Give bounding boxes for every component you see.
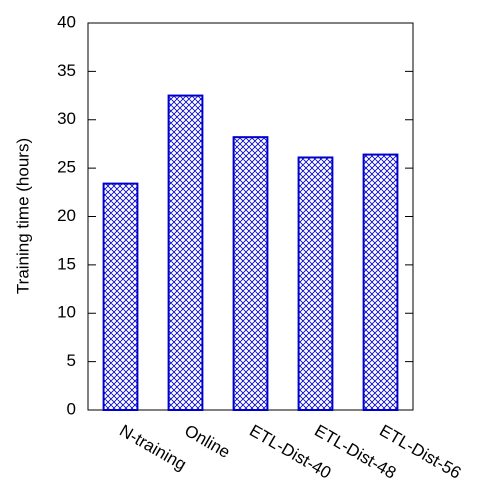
bar — [232, 136, 269, 411]
y-tick-label: 5 — [67, 351, 76, 370]
y-tick-label: 0 — [67, 399, 76, 418]
bar — [297, 156, 334, 411]
y-tick-label: 20 — [57, 206, 76, 225]
y-tick-label: 15 — [57, 254, 76, 273]
x-tick-label: Online — [181, 421, 233, 462]
y-tick-label: 10 — [57, 303, 76, 322]
y-axis-label: Training time (hours) — [13, 138, 32, 294]
y-tick-label: 30 — [57, 109, 76, 128]
y-tick-label: 35 — [57, 61, 76, 80]
x-tick-label: N-training — [116, 421, 189, 474]
y-tick-label: 40 — [57, 12, 76, 31]
y-tick-label: 25 — [57, 158, 76, 177]
bar — [102, 182, 139, 411]
bar — [362, 153, 399, 411]
bar — [167, 94, 204, 411]
